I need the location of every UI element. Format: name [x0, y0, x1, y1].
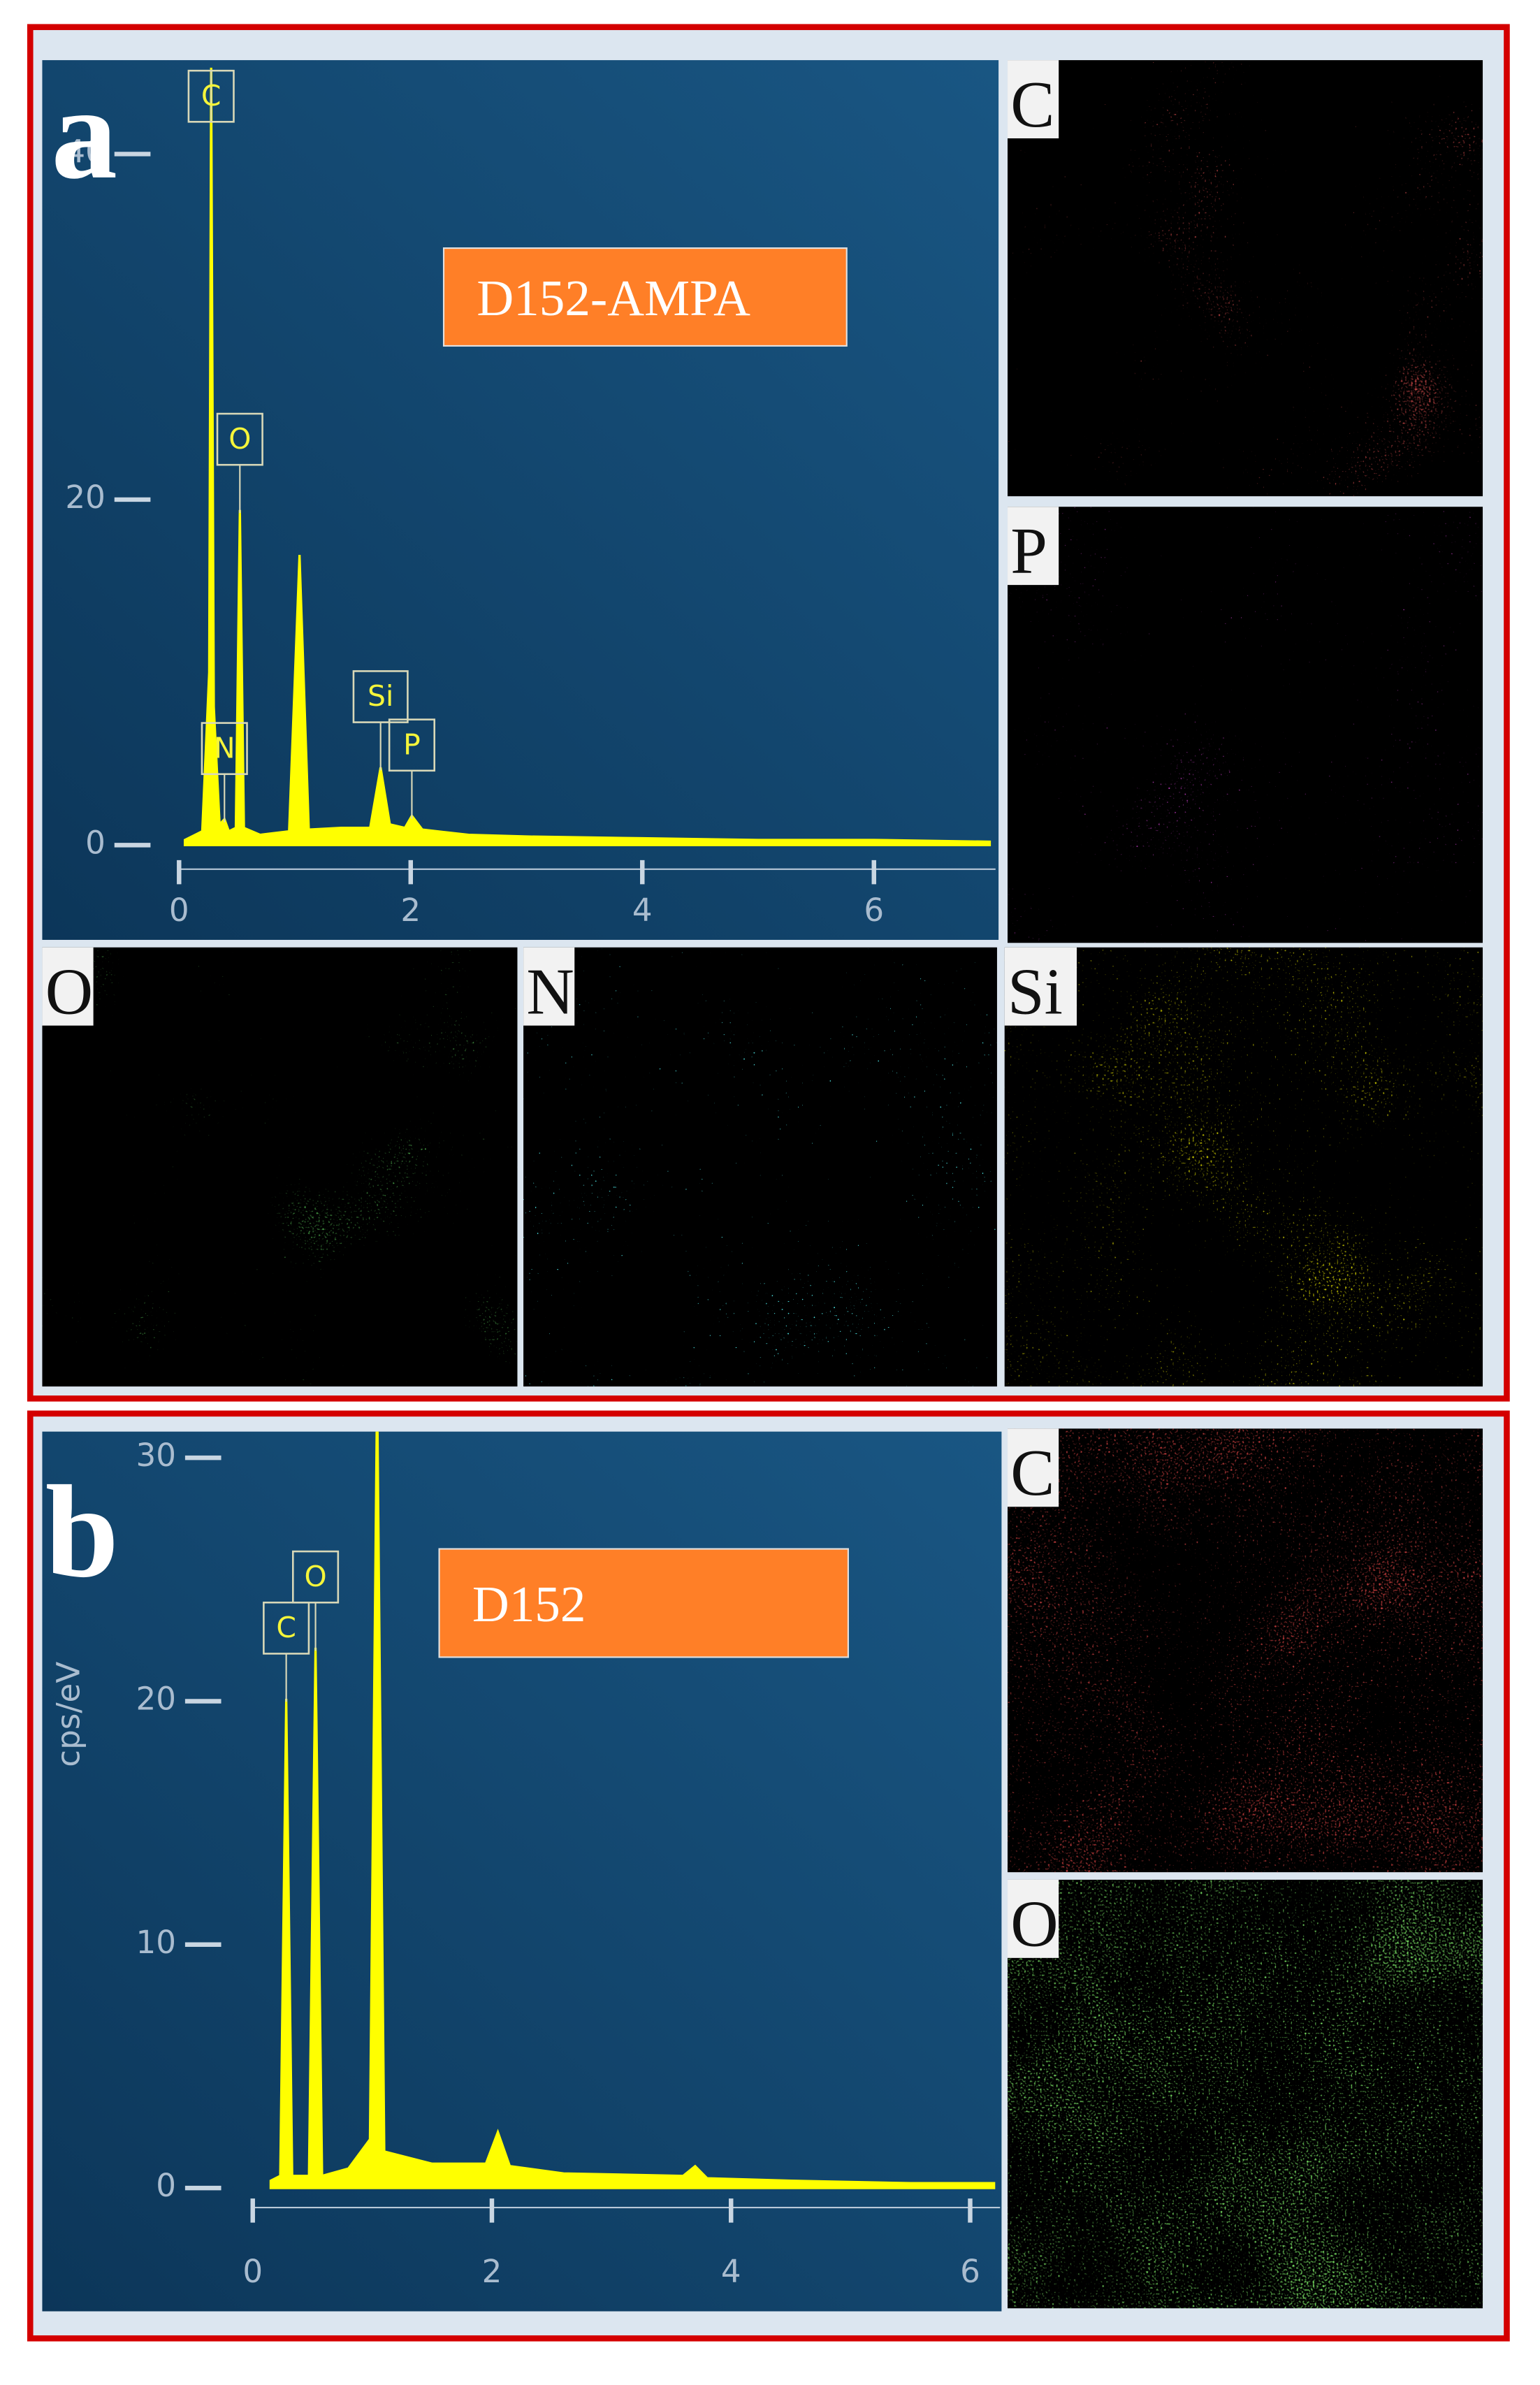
x-tick-label: 4	[632, 892, 653, 929]
map-label-box	[1008, 60, 1059, 138]
element-map	[523, 947, 997, 1387]
peak-label: C	[201, 79, 221, 113]
x-tick-label: 0	[242, 2253, 263, 2290]
map-label-box	[1008, 1428, 1059, 1507]
x-tick-label: 6	[864, 892, 884, 929]
peak-label: Si	[368, 679, 393, 713]
map-label-box	[1008, 1879, 1059, 1958]
plot-background	[42, 60, 999, 940]
peak-label-box	[216, 412, 263, 466]
map-label: N	[526, 955, 574, 1028]
y-tick-label: 20	[136, 1680, 176, 1717]
element-map	[1008, 1428, 1483, 1873]
x-tick-label: 0	[169, 892, 189, 929]
map-label-box	[1004, 947, 1077, 1026]
sample-name-box	[438, 1548, 849, 1658]
peak-label-box	[388, 718, 436, 772]
spectrum	[183, 67, 991, 847]
map-label-box	[523, 947, 575, 1026]
peak-label: N	[214, 731, 235, 764]
peak-label-box	[352, 670, 409, 723]
y-tick-label: 40	[65, 133, 105, 170]
peak-label: O	[228, 422, 251, 456]
x-tick-label: 6	[960, 2253, 980, 2290]
y-tick-label: 10	[136, 1924, 176, 1961]
element-map	[1004, 947, 1483, 1387]
map-label-box	[1008, 507, 1059, 586]
peak-label: C	[276, 1611, 296, 1644]
x-tick-label: 4	[721, 2253, 741, 2290]
panel-label: a	[51, 59, 117, 206]
y-tick-label: 0	[85, 824, 106, 861]
map-label: P	[1010, 515, 1047, 588]
y-tick-label: 0	[156, 2167, 176, 2204]
panel-label: b	[45, 1458, 119, 1604]
y-tick-label: 20	[65, 479, 105, 516]
sample-name: D152-AMPA	[477, 270, 750, 326]
map-label-box	[42, 947, 94, 1026]
element-map	[1008, 507, 1483, 943]
map-label: O	[1010, 1888, 1058, 1961]
peak-label: O	[304, 1560, 326, 1593]
x-tick-label: 2	[482, 2253, 502, 2290]
y-tick-label: 30	[136, 1437, 176, 1474]
map-label: Si	[1008, 955, 1063, 1028]
element-map	[1008, 1879, 1483, 2309]
sample-name-box	[442, 247, 848, 347]
map-label: O	[45, 955, 93, 1028]
element-map	[1008, 60, 1483, 497]
peak-label: P	[403, 727, 421, 761]
peak-label-box	[263, 1601, 310, 1655]
spectrum	[269, 1431, 996, 2189]
x-tick-label: 2	[400, 892, 421, 929]
y-axis-label: cps/eV	[50, 1662, 87, 1767]
peak-label-box	[291, 1550, 340, 1604]
peak-label-box	[201, 722, 248, 776]
map-label: C	[1010, 1437, 1054, 1509]
sample-name: D152	[472, 1576, 586, 1632]
map-label: C	[1010, 68, 1054, 141]
peak-label-box	[187, 69, 235, 123]
element-map	[42, 947, 518, 1387]
